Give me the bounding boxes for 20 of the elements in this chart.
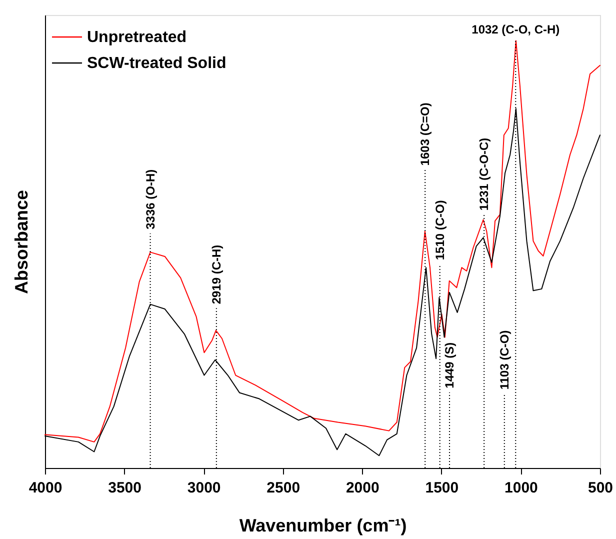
annotation: 1032 (C-O, C-H) — [472, 22, 560, 37]
x-tick-label: 2000 — [346, 480, 380, 496]
x-tick-label: 1500 — [425, 480, 459, 496]
annotation: 1603 (C=O) — [418, 102, 432, 166]
annotation: 2919 (C-H) — [209, 244, 224, 304]
annotation: 1231 (C-O-C) — [477, 138, 492, 211]
annotation: 1103 (C-O) — [497, 330, 512, 390]
annotation: 3336 (O-H) — [143, 169, 158, 230]
annotation: 1449 (S) — [442, 342, 457, 388]
annotation: 1510 (C-O) — [432, 200, 447, 260]
x-axis-title: Wavenumber (cm⁻¹) — [239, 516, 407, 536]
x-tick-label: 3500 — [108, 480, 142, 496]
legend-label: SCW-treated Solid — [87, 55, 226, 72]
legend-label: Unpretreated — [87, 29, 187, 46]
x-tick-label: 3000 — [187, 480, 221, 496]
x-tick-label: 2500 — [266, 480, 300, 496]
x-tick-label: 500 — [588, 480, 614, 496]
y-axis-title: Absorbance — [12, 190, 32, 294]
x-tick-label: 1000 — [504, 480, 538, 496]
x-tick-label: 4000 — [28, 480, 62, 496]
